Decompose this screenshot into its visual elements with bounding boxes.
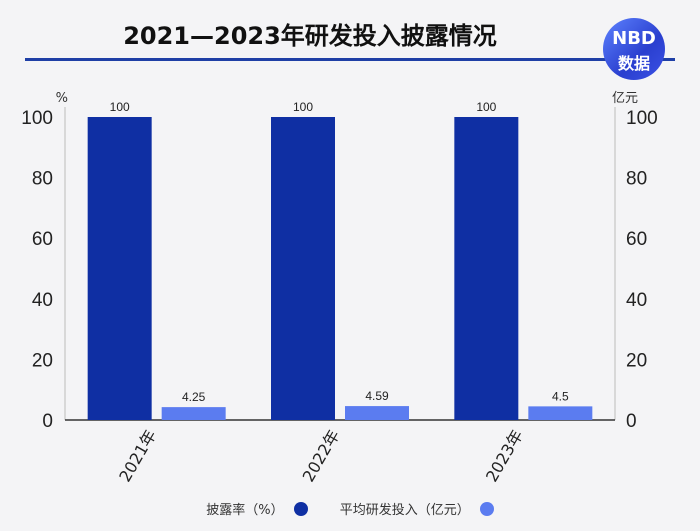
right-tick-label: 20	[626, 350, 647, 371]
legend-swatch-rate	[293, 501, 308, 516]
nbd-logo: NBD 数据	[603, 18, 665, 80]
data-label-rate: 100	[293, 100, 313, 114]
left-tick-label: 0	[42, 411, 53, 432]
left-tick-label: 40	[32, 290, 53, 311]
chart-axes: % 亿元 0 20 40 60 80 100 0 20 40 60 80 100	[21, 91, 657, 432]
right-axis-unit: 亿元	[612, 91, 638, 106]
data-label-investment: 4.25	[182, 390, 206, 404]
right-tick-label: 100	[626, 108, 658, 129]
left-tick-label: 100	[21, 108, 53, 129]
left-axis-unit: %	[56, 91, 68, 106]
legend-label-investment: 平均研发投入（亿元）	[339, 503, 470, 518]
data-label-rate: 100	[110, 100, 130, 114]
logo-text-top: NBD	[612, 28, 656, 49]
bar-investment	[528, 406, 593, 420]
logo-text-bottom: 数据	[617, 54, 650, 73]
bar-investment	[345, 406, 409, 420]
left-tick-label: 80	[32, 169, 53, 190]
chart-bars	[87, 117, 593, 420]
legend-item-investment: 平均研发投入（亿元）	[340, 499, 494, 518]
bar-rate	[454, 117, 519, 420]
legend-item-rate: 披露率（%）	[206, 499, 308, 518]
title-rule	[25, 58, 675, 61]
chart-title: 2021—2023年研发投入披露情况	[123, 22, 497, 50]
chart-legend: 披露率（%） 平均研发投入（亿元）	[0, 499, 700, 519]
x-tick-label: 2023年	[482, 427, 527, 486]
left-tick-label: 60	[32, 229, 53, 250]
bar-rate	[271, 117, 335, 420]
legend-swatch-investment	[479, 501, 494, 516]
right-tick-label: 80	[626, 169, 647, 190]
x-tick-label: 2022年	[299, 427, 344, 486]
bar-rate	[87, 117, 152, 420]
legend-label-rate: 披露率（%）	[206, 503, 284, 518]
right-tick-label: 40	[626, 290, 647, 311]
right-tick-label: 60	[626, 229, 647, 250]
data-label-investment: 4.5	[552, 389, 569, 403]
data-label-rate: 100	[476, 100, 496, 114]
x-tick-label: 2021年	[115, 427, 160, 486]
right-tick-label: 0	[626, 411, 637, 432]
data-label-investment: 4.59	[365, 389, 389, 403]
bar-investment	[161, 407, 226, 420]
left-tick-label: 20	[32, 350, 53, 371]
